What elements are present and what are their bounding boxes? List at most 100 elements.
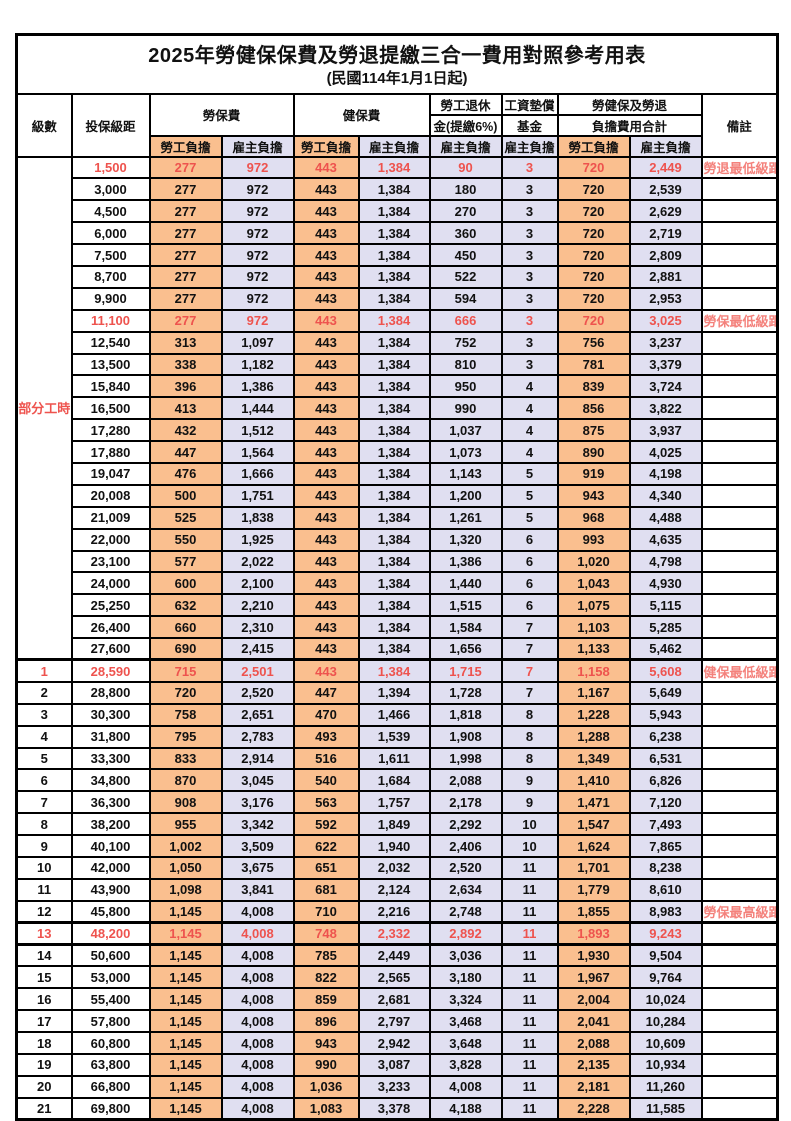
health-employee-cell: 443 — [292, 440, 360, 464]
table-row: 8 38,200 955 3,342 592 1,849 2,292 10 1,547 7,493 — [15, 812, 779, 837]
wage-fund-employer-cell: 3 — [500, 286, 559, 311]
labor-employer-cell: 3,675 — [220, 856, 295, 880]
wage-fund-employer-cell: 3 — [500, 264, 559, 289]
header-labor-insurance: 勞保費 — [148, 92, 295, 137]
wage-fund-employer-cell: 11 — [500, 877, 559, 902]
table-row: 19,047 476 1,666 443 1,384 1,143 5 919 4,198 — [17, 461, 779, 486]
total-employee-cell: 720 — [556, 243, 631, 267]
total-employee-cell: 1,043 — [556, 571, 631, 596]
health-employer-cell: 1,384 — [357, 308, 431, 333]
total-employee-cell: 2,181 — [556, 1074, 631, 1099]
total-employer-cell: 5,285 — [628, 615, 703, 640]
total-employee-cell: 839 — [556, 374, 631, 399]
bracket-cell: 27,600 — [70, 637, 151, 661]
labor-employer-cell: 4,008 — [220, 899, 295, 924]
wage-fund-employer-cell: 11 — [500, 943, 559, 968]
total-employer-cell: 5,608 — [628, 658, 703, 683]
health-employee-cell: 470 — [292, 702, 360, 727]
wage-fund-employer-cell: 11 — [500, 856, 559, 880]
health-employee-cell: 443 — [292, 308, 360, 333]
pension-employer-cell: 3,180 — [428, 965, 503, 990]
total-employee-cell: 2,041 — [556, 1009, 631, 1034]
health-employer-cell: 1,384 — [357, 396, 431, 421]
health-employee-cell: 443 — [292, 286, 360, 311]
labor-employer-cell: 2,100 — [220, 571, 295, 596]
labor-employer-cell: 4,008 — [220, 987, 295, 1012]
remark-cell — [700, 264, 779, 289]
health-employee-cell: 516 — [292, 746, 360, 771]
labor-employee-cell: 577 — [148, 549, 223, 574]
table-row: 16,500 413 1,444 443 1,384 990 4 856 3,822 — [17, 396, 779, 421]
wage-fund-employer-cell: 3 — [500, 199, 559, 224]
level-cell: 5 — [15, 746, 73, 771]
bracket-cell: 15,840 — [70, 374, 151, 399]
labor-employer-cell: 4,008 — [220, 921, 295, 946]
health-employer-cell: 1,384 — [357, 199, 431, 224]
remark-cell — [700, 483, 779, 508]
labor-employee-cell: 313 — [148, 330, 223, 355]
bracket-cell: 60,800 — [70, 1031, 151, 1056]
remark-cell — [700, 527, 779, 552]
header-level: 級數 — [15, 92, 73, 158]
labor-employer-cell: 972 — [220, 221, 295, 246]
total-employee-cell: 1,855 — [556, 899, 631, 924]
labor-employer-cell: 2,210 — [220, 593, 295, 618]
total-employer-cell: 7,120 — [628, 790, 703, 815]
table-row: 20,008 500 1,751 443 1,384 1,200 5 943 4,340 — [17, 483, 779, 508]
level-cell: 9 — [15, 834, 73, 858]
total-employee-cell: 1,471 — [556, 790, 631, 815]
bracket-cell: 40,100 — [70, 834, 151, 858]
level-cell: 12 — [15, 899, 73, 924]
wage-fund-employer-cell: 9 — [500, 790, 559, 815]
health-employer-cell: 1,384 — [357, 658, 431, 683]
health-employer-cell: 1,384 — [357, 374, 431, 399]
total-employer-cell: 11,260 — [628, 1074, 703, 1099]
wage-fund-employer-cell: 5 — [500, 505, 559, 530]
health-employer-cell: 1,384 — [357, 615, 431, 640]
wage-fund-employer-cell: 5 — [500, 461, 559, 486]
health-employer-cell: 1,466 — [357, 702, 431, 727]
labor-employee-cell: 1,098 — [148, 877, 223, 902]
health-employer-cell: 3,378 — [357, 1096, 431, 1121]
total-employer-cell: 4,798 — [628, 549, 703, 574]
pension-employer-cell: 2,088 — [428, 768, 503, 793]
pension-employer-cell: 1,656 — [428, 637, 503, 661]
total-employer-cell: 3,379 — [628, 352, 703, 377]
total-employee-cell: 781 — [556, 352, 631, 377]
health-employer-cell: 2,565 — [357, 965, 431, 990]
total-employer-cell: 4,488 — [628, 505, 703, 530]
health-employee-cell: 443 — [292, 330, 360, 355]
table-row: 12,540 313 1,097 443 1,384 752 3 756 3,237 — [17, 330, 779, 355]
total-employee-cell: 1,103 — [556, 615, 631, 640]
bracket-cell: 38,200 — [70, 812, 151, 837]
labor-employee-cell: 908 — [148, 790, 223, 815]
health-employee-cell: 990 — [292, 1053, 360, 1077]
total-employer-cell: 7,493 — [628, 812, 703, 837]
total-employee-cell: 943 — [556, 483, 631, 508]
pension-employer-cell: 1,515 — [428, 593, 503, 618]
labor-employer-cell: 2,520 — [220, 680, 295, 705]
labor-employer-cell: 1,386 — [220, 374, 295, 399]
total-employee-cell: 968 — [556, 505, 631, 530]
health-employee-cell: 943 — [292, 1031, 360, 1056]
table-row: 3 30,300 758 2,651 470 1,466 1,818 8 1,228 5,943 — [15, 702, 779, 727]
pension-employer-cell: 3,324 — [428, 987, 503, 1012]
remark-cell — [700, 637, 779, 661]
labor-employee-cell: 1,145 — [148, 899, 223, 924]
remark-cell — [700, 790, 779, 815]
level-cell: 8 — [15, 812, 73, 837]
bracket-cell: 24,000 — [70, 571, 151, 596]
health-employer-cell: 2,681 — [357, 987, 431, 1012]
title-row: 2025年勞健保保費及勞退提繳三合一費用對照參考用表 (民國114年1月1日起) — [15, 33, 779, 95]
health-employee-cell: 681 — [292, 877, 360, 902]
labor-employer-cell: 3,342 — [220, 812, 295, 837]
health-employer-cell: 1,384 — [357, 330, 431, 355]
table-row: 21 69,800 1,145 4,008 1,083 3,378 4,188 11 2,228… — [15, 1096, 779, 1121]
remark-cell: 勞保最低級距 — [700, 308, 779, 333]
level-cell: 4 — [15, 724, 73, 749]
labor-employer-cell: 4,008 — [220, 1009, 295, 1034]
health-employer-cell: 1,940 — [357, 834, 431, 858]
header-wage-fund-line2: 基金 — [500, 113, 559, 137]
bracket-cell: 28,590 — [70, 658, 151, 683]
health-employee-cell: 443 — [292, 221, 360, 246]
